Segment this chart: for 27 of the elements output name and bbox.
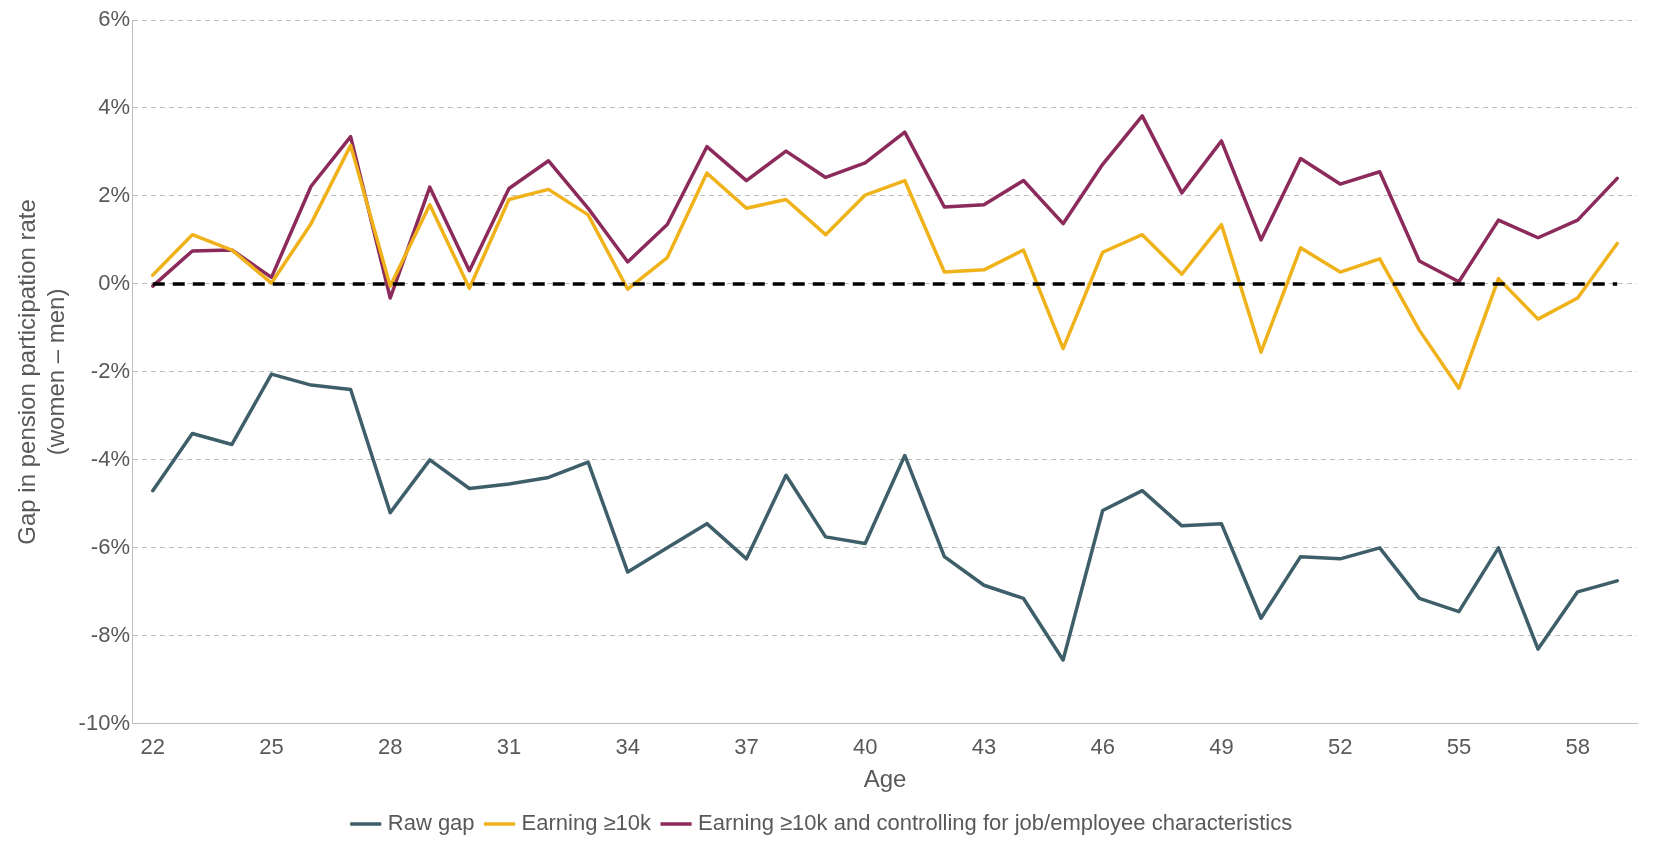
x-tick-label: 22 xyxy=(140,734,165,760)
x-tick-label: 58 xyxy=(1565,734,1590,760)
x-tick-label: 31 xyxy=(496,734,522,760)
legend-label: Earning ≥10k and controlling for job/employee characteristics xyxy=(698,810,1293,836)
y-tick-label: 2% xyxy=(98,182,130,208)
y-tick-label: 0% xyxy=(98,269,130,295)
y-tick-label: -2% xyxy=(90,357,130,383)
y-tick-label: -4% xyxy=(90,445,130,471)
legend-label: Earning ≥10k xyxy=(521,810,653,836)
x-tick-label: 46 xyxy=(1090,734,1115,760)
legend-label: Raw gap xyxy=(387,810,475,836)
x-tick-label: 52 xyxy=(1327,734,1353,760)
y-tick-label: -10% xyxy=(78,709,130,735)
x-tick-label: 43 xyxy=(971,734,997,760)
x-tick-label: 37 xyxy=(734,734,759,760)
x-tick-label: 55 xyxy=(1446,734,1472,760)
y-tick-label: 6% xyxy=(98,6,130,32)
x-tick-label: 28 xyxy=(377,734,403,760)
y-tick-label: -6% xyxy=(90,533,130,559)
x-tick-label: 25 xyxy=(259,734,284,760)
x-tick-label: 34 xyxy=(615,734,640,760)
x-axis-title: Age xyxy=(863,765,907,793)
x-tick-label: 49 xyxy=(1209,734,1234,760)
y-tick-label: -8% xyxy=(90,621,130,647)
y-tick-label: 4% xyxy=(98,94,130,120)
x-tick-label: 40 xyxy=(852,734,878,760)
y-axis-title: Gap in pension participation rate (women – men) xyxy=(13,199,69,545)
